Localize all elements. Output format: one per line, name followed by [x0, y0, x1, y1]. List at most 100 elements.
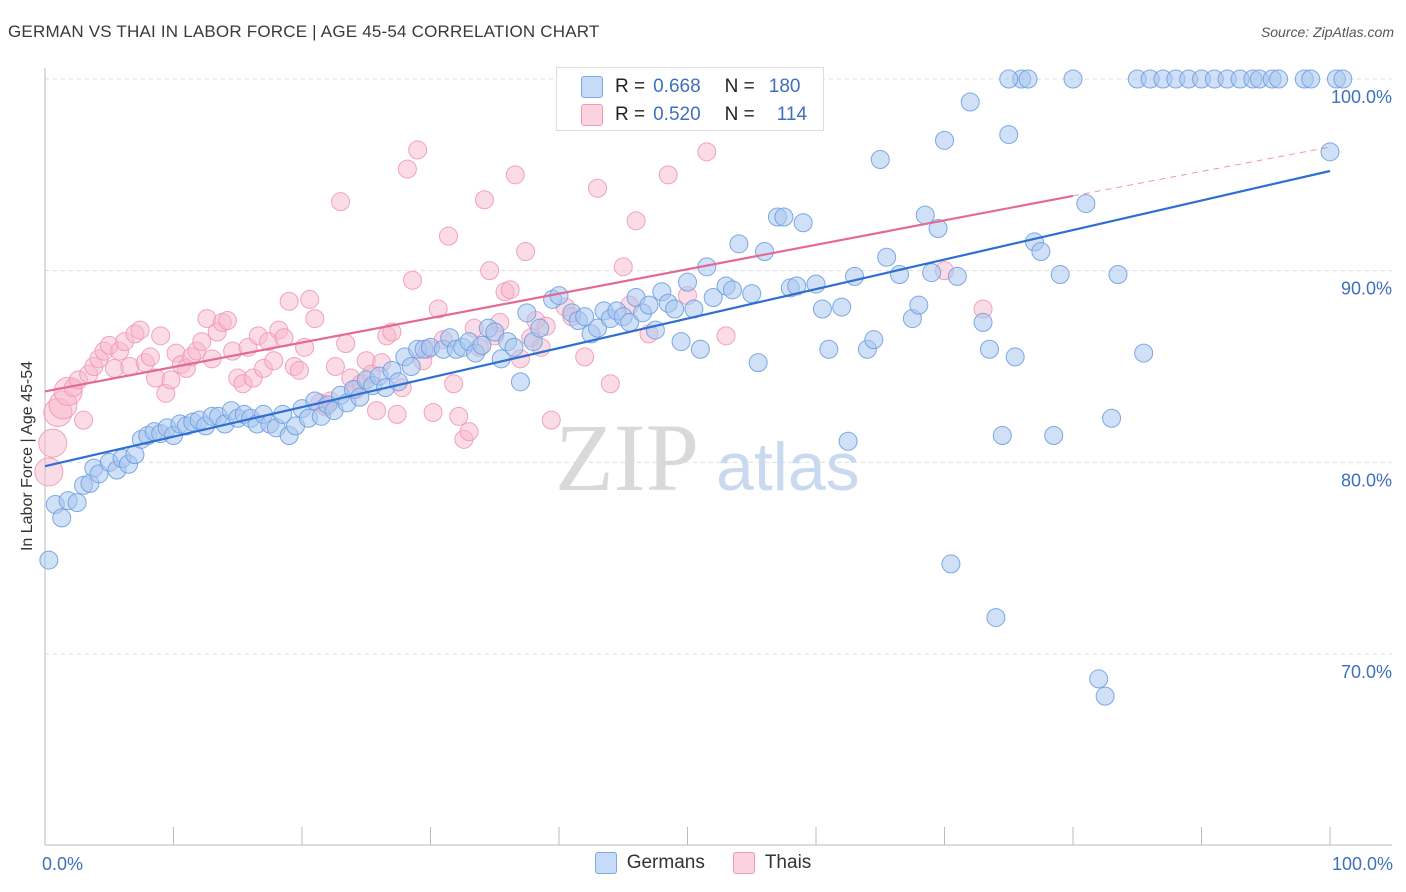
- point-germans: [748, 353, 768, 373]
- point-germans: [690, 339, 710, 359]
- point-thais: [38, 428, 68, 458]
- point-thais: [449, 406, 469, 426]
- point-germans: [1333, 69, 1353, 89]
- point-thais: [397, 159, 417, 179]
- point-germans: [1095, 686, 1115, 706]
- watermark: ZIP atlas: [555, 404, 860, 511]
- point-thais: [387, 404, 407, 424]
- point-thais: [408, 140, 428, 160]
- axes: [44, 68, 1392, 846]
- point-germans: [1018, 69, 1038, 89]
- point-germans: [39, 550, 59, 570]
- legend-r-label: R =: [615, 76, 646, 97]
- trend-extension-thais: [1072, 146, 1331, 197]
- correlation-legend: R = 0.668 N = 180 R = 0.520 N = 114: [556, 67, 824, 131]
- source-label: Source: ZipAtlas.com: [1260, 24, 1394, 40]
- point-thais: [140, 347, 160, 367]
- point-germans: [793, 213, 813, 233]
- point-germans: [922, 263, 942, 283]
- point-thais: [403, 270, 423, 290]
- point-thais: [367, 401, 387, 421]
- chart-title: GERMAN VS THAI IN LABOR FORCE | AGE 45-5…: [8, 22, 600, 41]
- point-thais: [300, 289, 320, 309]
- legend-row-germans: R = 0.668 N = 180: [581, 74, 800, 100]
- point-germans: [1320, 142, 1340, 162]
- point-thais: [289, 360, 309, 380]
- point-germans: [671, 332, 691, 352]
- point-germans: [979, 339, 999, 359]
- point-thais: [130, 320, 150, 340]
- point-germans: [877, 247, 897, 267]
- point-germans: [1108, 265, 1128, 284]
- trend-lines: [44, 146, 1331, 468]
- point-germans: [1102, 408, 1122, 428]
- trend-line-germans: [44, 169, 1331, 468]
- point-germans: [986, 608, 1006, 628]
- x-tick-label: 100.0%: [1332, 854, 1393, 874]
- y-tick-label: 100.0%: [1331, 87, 1392, 107]
- legend-r-label: R =: [615, 104, 646, 125]
- point-germans: [1063, 69, 1083, 89]
- point-germans: [729, 234, 749, 254]
- legend-swatch-thais: [732, 852, 755, 874]
- legend-label-germans: Germans: [626, 852, 705, 873]
- point-thais: [336, 334, 356, 353]
- point-germans: [755, 242, 775, 261]
- point-thais: [192, 332, 212, 352]
- point-germans: [787, 276, 807, 296]
- legend-swatch-germans: [594, 852, 617, 874]
- legend-r-value: 0.668: [653, 76, 701, 97]
- point-thais: [438, 226, 458, 246]
- point-germans: [999, 125, 1019, 145]
- point-thais: [516, 242, 536, 261]
- tick-labels: 70.0% 80.0% 90.0% 100.0% 0.0% 100.0%: [42, 87, 1393, 874]
- point-germans: [1076, 194, 1096, 214]
- point-thais: [541, 410, 561, 430]
- watermark-zip: ZIP: [555, 404, 699, 511]
- point-thais: [459, 422, 479, 442]
- point-germans: [530, 318, 550, 338]
- point-thais: [626, 211, 646, 231]
- legend-swatch-germans: [581, 76, 603, 98]
- point-thais: [697, 142, 717, 162]
- point-germans: [774, 207, 794, 227]
- point-germans: [992, 426, 1012, 445]
- point-germans: [665, 299, 685, 319]
- point-thais: [716, 326, 736, 346]
- point-germans: [1301, 69, 1321, 89]
- watermark-atlas: atlas: [716, 429, 860, 505]
- point-thais: [423, 403, 443, 422]
- point-thais: [575, 347, 595, 367]
- point-thais: [613, 257, 633, 277]
- point-germans: [639, 295, 659, 315]
- series-legend: Germans Thais: [0, 852, 1406, 874]
- legend-n-label: N =: [724, 76, 755, 97]
- point-thais: [279, 291, 299, 311]
- point-germans: [941, 554, 961, 574]
- x-tick-label: 0.0%: [42, 854, 83, 874]
- point-germans: [819, 339, 839, 359]
- point-germans: [935, 130, 954, 150]
- point-germans: [909, 295, 929, 315]
- point-germans: [401, 357, 421, 376]
- point-thais: [151, 326, 171, 346]
- point-germans: [388, 372, 408, 392]
- point-germans: [1134, 343, 1154, 363]
- point-thais: [217, 311, 237, 330]
- point-germans: [472, 335, 492, 355]
- point-germans: [703, 288, 723, 307]
- point-thais: [428, 299, 448, 319]
- point-germans: [999, 69, 1019, 89]
- point-germans: [864, 330, 884, 350]
- point-germans: [510, 372, 530, 392]
- point-germans: [832, 297, 852, 317]
- gridlines: [45, 78, 1392, 655]
- point-germans: [1044, 426, 1064, 445]
- point-germans: [575, 307, 595, 327]
- legend-n-value: 180: [768, 76, 801, 97]
- point-germans: [1005, 347, 1025, 367]
- point-germans: [722, 280, 742, 300]
- point-germans: [588, 318, 608, 338]
- point-germans: [947, 266, 967, 286]
